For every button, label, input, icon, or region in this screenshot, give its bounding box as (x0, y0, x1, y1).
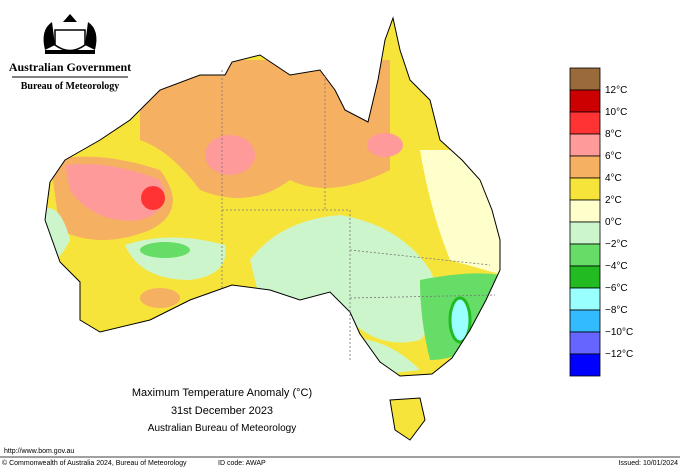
legend-label: −4°C (605, 261, 628, 272)
footer-url: http://www.bom.gov.au (4, 448, 74, 455)
map-source: Australian Bureau of Meteorology (148, 423, 296, 434)
map-date: 31st December 2023 (171, 405, 273, 417)
legend-label: −12°C (605, 349, 633, 360)
legend-label: 0°C (605, 217, 622, 228)
legend-swatch (569, 331, 601, 355)
legend-swatch (569, 221, 601, 245)
tasmania (389, 397, 426, 441)
footer-id: ID code: AWAP (218, 460, 266, 467)
legend-swatch (569, 155, 601, 179)
legend-label: 8°C (605, 129, 622, 140)
legend-swatch (569, 111, 601, 135)
legend-label: −8°C (605, 305, 628, 316)
footer-issued: Issued: 10/01/2024 (618, 460, 678, 467)
agency: Australian Government (9, 60, 131, 74)
legend-swatch (569, 177, 601, 201)
bureau: Bureau of Meteorology (21, 81, 120, 92)
footer-copyright: © Commonwealth of Australia 2024, Bureau… (2, 459, 187, 467)
legend-swatch (569, 287, 601, 311)
crest (43, 14, 97, 54)
legend-swatch (569, 67, 601, 91)
legend-label: 10°C (605, 107, 627, 118)
legend-label: −2°C (605, 239, 628, 250)
legend-swatch (569, 265, 601, 289)
legend-swatch (569, 133, 601, 157)
legend-swatch (569, 89, 601, 113)
state-borders (221, 70, 496, 360)
legend-label: −10°C (605, 327, 633, 338)
legend-swatch (569, 309, 601, 333)
legend-label: 12°C (605, 85, 627, 96)
legend-label: 4°C (605, 173, 622, 184)
map-title: Maximum Temperature Anomaly (°C) (132, 387, 312, 399)
legend-label: −6°C (605, 283, 628, 294)
legend: 12°C 10°C 8°C 6°C 4°C 2°C 0°C −2°C −4°C −6°C −8°C −… (569, 67, 633, 377)
legend-swatch (569, 243, 601, 267)
legend-label: 2°C (605, 195, 622, 206)
legend-swatch (569, 199, 601, 223)
legend-label: 6°C (605, 151, 622, 162)
legend-swatch (569, 353, 601, 377)
coastline (44, 16, 501, 377)
